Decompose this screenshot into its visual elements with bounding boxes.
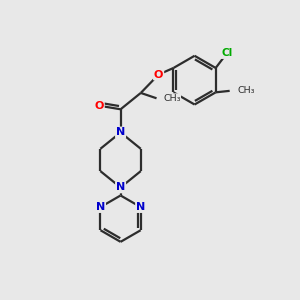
Text: O: O: [154, 70, 163, 80]
Text: N: N: [116, 128, 125, 137]
Text: O: O: [94, 101, 104, 111]
Text: N: N: [136, 202, 145, 212]
Text: N: N: [96, 202, 105, 212]
Text: CH₃: CH₃: [237, 86, 255, 95]
Text: N: N: [116, 182, 125, 193]
Text: Cl: Cl: [221, 48, 233, 58]
Text: CH₃: CH₃: [163, 94, 181, 103]
